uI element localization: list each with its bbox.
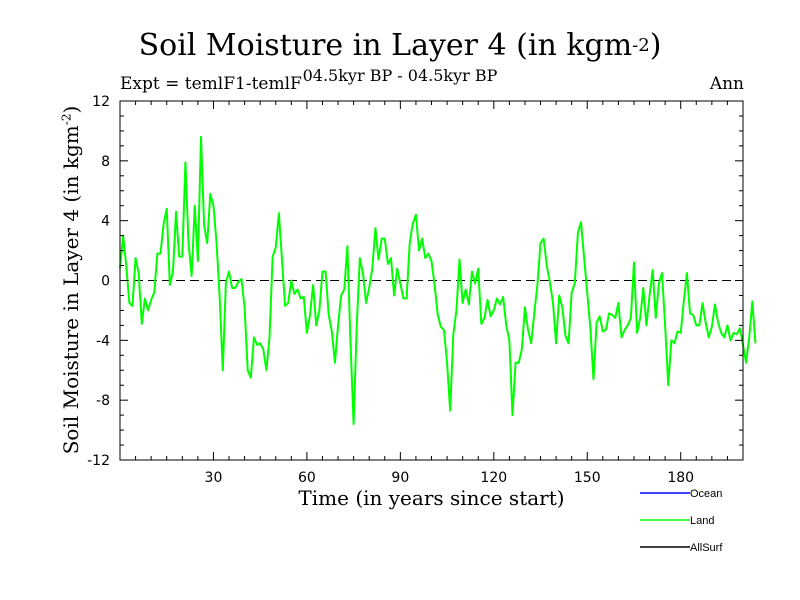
- chart-title: Soil Moisture in Layer 4 (in kgm-2): [0, 28, 800, 63]
- y-tick-label: 12: [92, 94, 110, 110]
- legend-label-ocean: Ocean: [690, 488, 722, 500]
- y-tick-label: -4: [96, 333, 110, 349]
- legend-label-land: Land: [690, 515, 714, 527]
- chart-subtitle: 04.5kyr BP - 04.5kyr BP: [302, 66, 498, 85]
- experiment-label: Expt = temlF1-temlF: [120, 74, 302, 94]
- chart-title-close: ): [649, 28, 662, 63]
- x-tick-label: 150: [574, 470, 601, 486]
- season-label: Ann: [709, 74, 744, 94]
- y-tick-label: 8: [101, 154, 110, 170]
- x-tick-label: 180: [667, 470, 694, 486]
- legend-label-allsurf: AllSurf: [690, 542, 723, 554]
- y-tick-label: 4: [101, 214, 110, 230]
- y-tick-label: -8: [96, 393, 110, 409]
- x-tick-label: 60: [298, 470, 316, 486]
- x-tick-label: 90: [391, 470, 409, 486]
- x-tick-label: 120: [480, 470, 507, 486]
- x-axis-label: Time (in years since start): [298, 486, 565, 510]
- chart-title-text: Soil Moisture in Layer 4 (in kgm: [138, 28, 633, 63]
- chart-title-superscript: -2: [632, 35, 650, 56]
- y-tick-label: 0: [101, 274, 110, 290]
- y-tick-label: -12: [87, 453, 110, 469]
- x-tick-label: 30: [205, 470, 223, 486]
- series-line-land: [119, 135, 757, 426]
